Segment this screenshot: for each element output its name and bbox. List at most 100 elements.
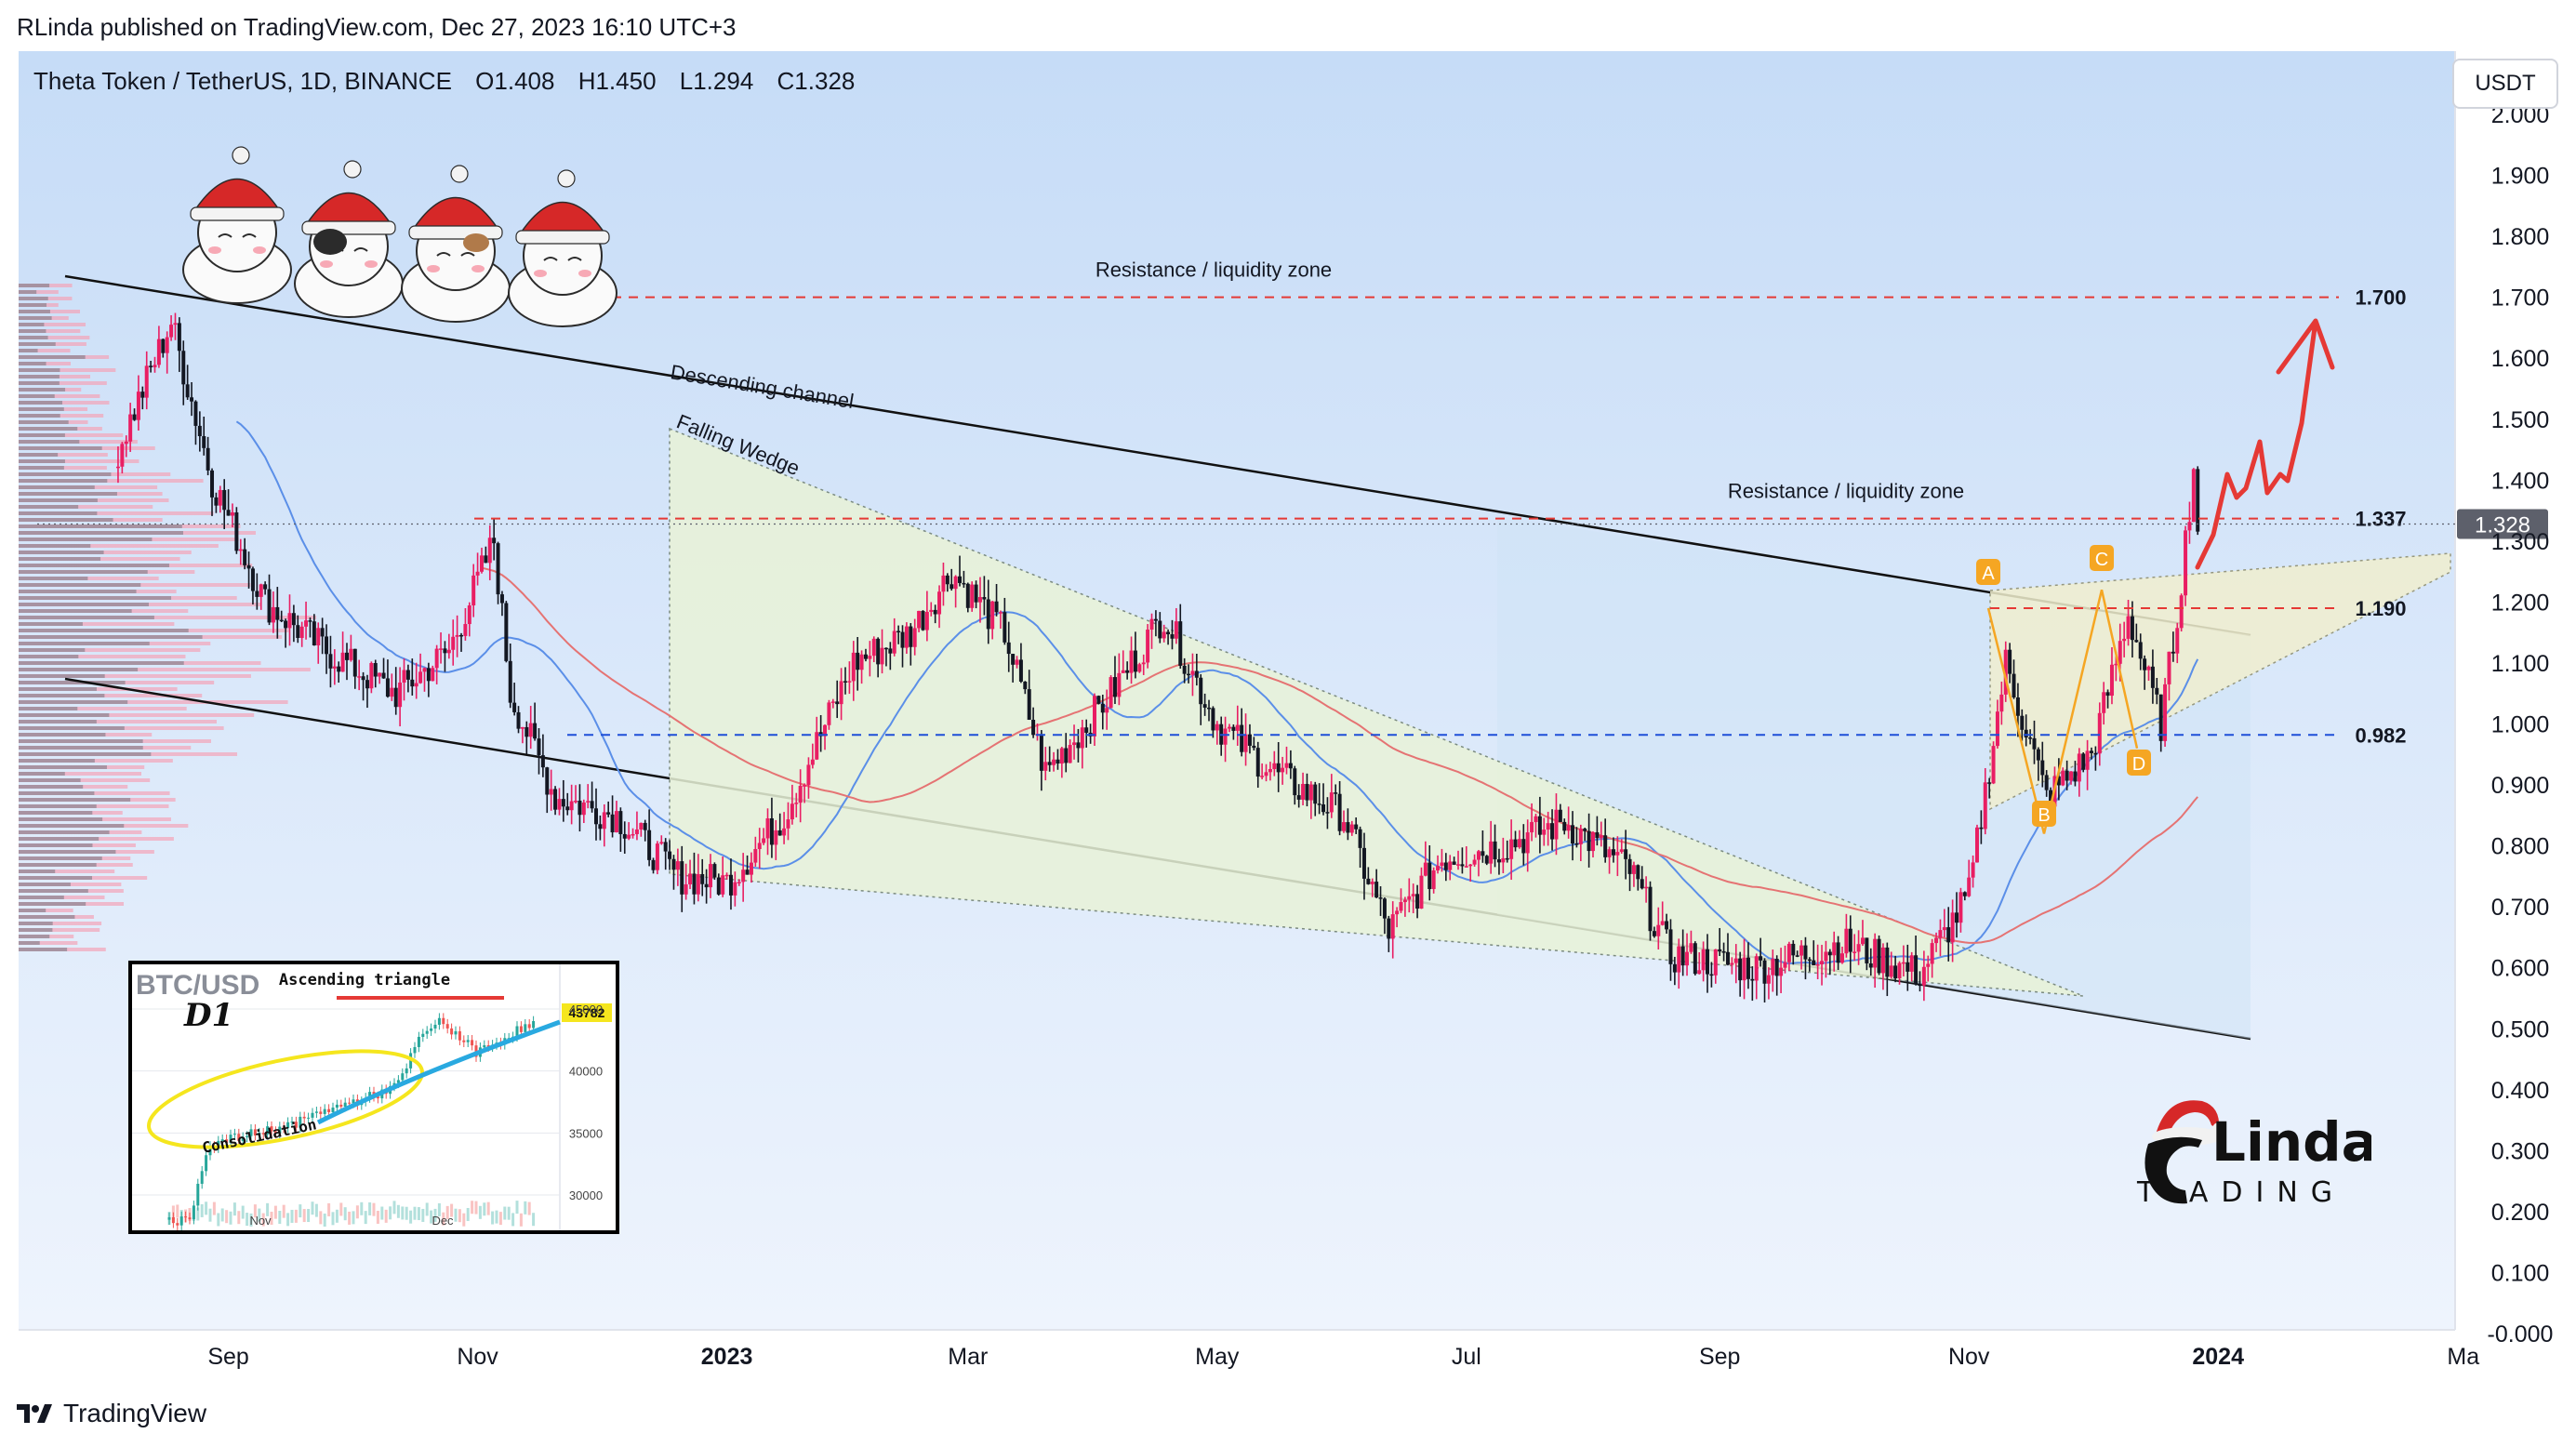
candle-body <box>349 648 353 660</box>
candle-body <box>1766 975 1771 984</box>
inset-candle-body <box>273 1131 277 1134</box>
inset-volume-bar <box>339 1202 343 1216</box>
candle-body <box>1795 955 1799 957</box>
candle-body <box>1174 621 1178 639</box>
profile-bar-buy <box>19 870 56 873</box>
candle-body <box>1656 924 1661 936</box>
candle-body <box>2085 750 2090 770</box>
time-tick-label: Nov <box>457 1344 498 1370</box>
candle-body <box>904 626 909 648</box>
candle-body <box>1182 665 1187 674</box>
inset-candle-body <box>258 1133 261 1136</box>
inset-candle-body <box>458 1030 461 1041</box>
candle-body <box>537 738 541 756</box>
candle-body <box>1909 955 1914 972</box>
cat-patch <box>313 229 347 255</box>
inset-volume-bar <box>384 1209 388 1223</box>
candle-body <box>924 611 929 631</box>
inset-volume-bar <box>409 1210 413 1224</box>
btc-inset-chart: BTC/USD D1 Ascending triangle Consolidat… <box>128 961 619 1234</box>
candle-body <box>1080 727 1084 749</box>
price-tick-label: 0.300 <box>2491 1138 2550 1164</box>
candle-body <box>1260 776 1265 777</box>
candle-body <box>271 606 275 623</box>
profile-bar-buy <box>19 811 93 815</box>
candle-body <box>1052 759 1056 765</box>
profile-bar-buy <box>19 590 137 593</box>
inset-candle-body <box>205 1155 208 1172</box>
inset-volume-bar <box>462 1213 466 1227</box>
candle-body <box>1109 677 1113 709</box>
candle-body <box>540 755 545 768</box>
symbol-high: H1.450 <box>578 67 657 95</box>
symbol-legend[interactable]: Theta Token / TetherUS, 1D, BINANCE O1.4… <box>33 67 871 96</box>
candle-body <box>487 538 492 564</box>
candle-body <box>847 681 852 683</box>
profile-bar-sell <box>19 368 116 372</box>
candle-body <box>185 384 190 398</box>
candle-body <box>1505 857 1509 860</box>
inset-candle-body <box>167 1216 171 1220</box>
profile-bar-buy <box>19 577 88 580</box>
cat-hat-pompom <box>557 169 576 188</box>
candle-body <box>1591 831 1595 852</box>
candle-body <box>2015 697 2020 716</box>
candle-body <box>1293 768 1297 796</box>
candle-body <box>1971 862 1975 878</box>
cat-blush <box>471 265 485 272</box>
candle-body <box>214 497 219 506</box>
candle-body <box>843 681 847 683</box>
profile-bar-sell <box>19 700 288 704</box>
candle-body <box>361 676 365 681</box>
inset-consolidation-ellipse <box>147 1049 424 1149</box>
candle-body <box>1525 832 1530 854</box>
candle-body <box>798 786 803 803</box>
profile-bar-buy <box>19 524 182 528</box>
candle-body <box>1443 862 1448 870</box>
candle-body <box>1914 955 1919 985</box>
inset-volume-bar <box>507 1206 511 1220</box>
candle-body <box>446 649 451 654</box>
footer-brand[interactable]: TradingView <box>17 1399 206 1428</box>
inset-price-axis: 45000 40000 35000 30000 <box>569 1002 603 1202</box>
candle-body <box>769 817 774 845</box>
inset-price-label: 45000 <box>569 1002 603 1016</box>
inset-candle-body <box>229 1135 232 1143</box>
candle-body <box>1534 816 1538 822</box>
candle-body <box>144 365 149 398</box>
inset-volume-bar <box>229 1211 232 1225</box>
candle-body <box>1093 696 1096 737</box>
candle-body <box>161 339 166 353</box>
profile-bar-sell <box>19 687 178 691</box>
candle-body <box>1370 882 1374 884</box>
profile-bar-buy <box>19 407 64 411</box>
inset-candle-body <box>335 1104 339 1108</box>
profile-bar-buy <box>19 329 46 333</box>
currency-unit-button[interactable]: USDT <box>2452 59 2558 109</box>
candle-body <box>2109 664 2114 697</box>
candle-body <box>1771 958 1775 976</box>
candle-body <box>1436 866 1441 871</box>
profile-bar-buy <box>19 616 154 619</box>
inset-volume-bar <box>474 1201 478 1215</box>
candle-body <box>949 584 954 590</box>
profile-bar-sell <box>19 453 108 457</box>
inset-volume-bar <box>491 1211 495 1225</box>
price-tick-label: 0.600 <box>2491 956 2550 982</box>
profile-bar-buy <box>19 635 203 639</box>
candle-body <box>1047 762 1052 765</box>
inset-candle-body <box>425 1030 429 1034</box>
symbol-name[interactable]: Theta Token / TetherUS, 1D, BINANCE <box>33 67 452 95</box>
profile-bar-sell <box>19 694 203 697</box>
profile-bar-buy <box>19 837 100 841</box>
profile-bar-sell <box>19 648 201 652</box>
profile-bar-buy <box>19 368 60 372</box>
cat-icon <box>508 169 617 327</box>
candle-body <box>136 392 140 420</box>
profile-bar-sell <box>19 381 107 385</box>
candle-body <box>777 830 782 836</box>
inset-candle-body <box>519 1026 523 1032</box>
falling-wedge <box>669 427 2084 997</box>
candle-body <box>688 873 693 884</box>
candle-body <box>181 351 186 385</box>
